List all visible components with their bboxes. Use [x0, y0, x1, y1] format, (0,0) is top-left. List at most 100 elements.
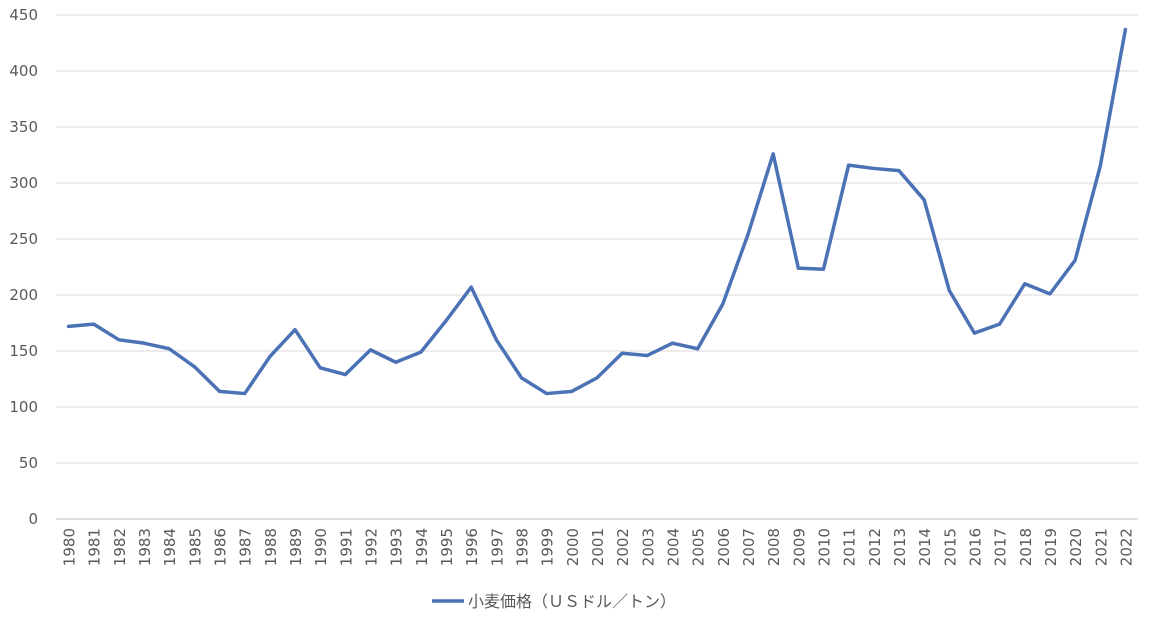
x-tick-label: 2009 — [790, 528, 808, 566]
data-point — [394, 360, 398, 364]
x-tick-label: 2007 — [740, 528, 758, 566]
data-point — [142, 341, 146, 345]
x-tick-label: 1984 — [161, 528, 179, 566]
data-point — [595, 376, 599, 380]
y-tick-label: 150 — [9, 342, 38, 360]
data-point — [670, 341, 675, 345]
data-point — [746, 232, 750, 237]
y-axis-tick-labels: 0 50 100 150 200 250 300 350 400 450 — [9, 6, 38, 528]
data-point — [167, 347, 171, 351]
x-tick-label: 2015 — [941, 528, 959, 566]
x-tick-label: 1991 — [337, 528, 355, 566]
x-tick-label: 2001 — [589, 528, 607, 566]
x-tick-label: 2014 — [916, 528, 934, 566]
x-tick-label: 1994 — [413, 528, 431, 566]
x-tick-label: 2005 — [690, 528, 708, 566]
x-tick-label: 2016 — [966, 528, 984, 566]
y-tick-label: 50 — [19, 454, 38, 472]
data-point — [821, 267, 826, 271]
data-point — [66, 324, 71, 328]
data-point — [545, 391, 549, 396]
data-point — [1123, 27, 1128, 32]
x-tick-label: 2013 — [891, 528, 909, 566]
gridlines — [56, 14, 1138, 520]
data-point — [972, 331, 977, 335]
x-axis-tick-labels: 1980 1981 1982 1983 1984 1985 1986 1987 1988 1989… — [61, 528, 1136, 566]
data-point — [519, 376, 524, 380]
data-point — [872, 166, 876, 171]
series-line — [66, 27, 1128, 396]
x-tick-label: 2012 — [866, 528, 884, 566]
data-point — [318, 366, 322, 370]
data-point — [922, 198, 926, 202]
data-point — [192, 365, 196, 369]
data-point — [92, 322, 96, 326]
x-tick-label: 1980 — [61, 528, 79, 566]
x-tick-label: 1987 — [237, 528, 255, 566]
x-tick-label: 1992 — [363, 528, 381, 566]
data-point — [368, 348, 373, 352]
data-point — [947, 288, 951, 293]
data-point — [696, 347, 700, 351]
series-points — [66, 27, 1128, 396]
y-tick-label: 200 — [9, 286, 38, 304]
data-point — [796, 266, 800, 270]
data-point — [1098, 164, 1102, 168]
x-tick-label: 1996 — [463, 528, 481, 566]
x-tick-label: 2008 — [765, 528, 783, 566]
x-tick-label: 2010 — [815, 528, 833, 566]
data-point — [1023, 282, 1027, 286]
x-tick-label: 1995 — [438, 528, 456, 566]
x-tick-label: 1999 — [539, 528, 557, 566]
y-tick-label: 100 — [9, 398, 38, 416]
x-tick-label: 2000 — [564, 528, 582, 566]
data-point — [721, 302, 725, 306]
x-tick-label: 1997 — [488, 528, 506, 566]
data-point — [243, 391, 247, 396]
data-point — [494, 338, 498, 342]
y-tick-label: 300 — [9, 174, 38, 192]
x-tick-label: 1998 — [514, 528, 532, 566]
x-tick-label: 2019 — [1042, 528, 1060, 566]
x-tick-label: 1990 — [312, 528, 330, 566]
x-tick-label: 1988 — [262, 528, 280, 566]
y-tick-label: 400 — [9, 62, 38, 80]
x-tick-label: 2004 — [664, 528, 682, 566]
x-tick-label: 2017 — [992, 528, 1010, 566]
x-tick-label: 1983 — [136, 528, 154, 566]
legend: 小麦価格（ＵＳドル／トン） — [432, 592, 676, 611]
data-point — [847, 163, 851, 167]
x-tick-label: 2021 — [1092, 528, 1110, 566]
x-tick-label: 1985 — [186, 528, 204, 566]
x-tick-label: 2002 — [614, 528, 632, 566]
data-point — [268, 355, 272, 359]
data-point — [1073, 258, 1077, 262]
y-tick-label: 350 — [9, 118, 38, 136]
x-tick-label: 1989 — [287, 528, 305, 566]
x-tick-label: 2018 — [1017, 528, 1035, 566]
x-tick-label: 2011 — [841, 528, 859, 566]
data-point — [293, 328, 297, 332]
legend-label: 小麦価格（ＵＳドル／トン） — [468, 592, 676, 611]
data-point — [343, 372, 347, 377]
x-tick-label: 2020 — [1067, 528, 1085, 566]
data-point — [444, 319, 448, 323]
x-tick-label: 1986 — [212, 528, 230, 566]
data-point — [771, 152, 775, 156]
data-point — [645, 353, 649, 358]
data-point — [620, 351, 624, 355]
x-tick-label: 2022 — [1117, 528, 1135, 566]
x-tick-label: 2006 — [715, 528, 733, 566]
y-tick-label: 0 — [28, 510, 38, 528]
x-tick-label: 2003 — [639, 528, 657, 566]
data-point — [1048, 292, 1052, 296]
data-point — [570, 389, 574, 393]
data-point — [998, 322, 1002, 326]
x-tick-label: 1993 — [388, 528, 406, 566]
data-point — [897, 169, 901, 173]
y-tick-label: 250 — [9, 230, 38, 248]
data-point — [117, 338, 121, 342]
data-point — [419, 350, 423, 354]
data-point — [469, 285, 473, 289]
